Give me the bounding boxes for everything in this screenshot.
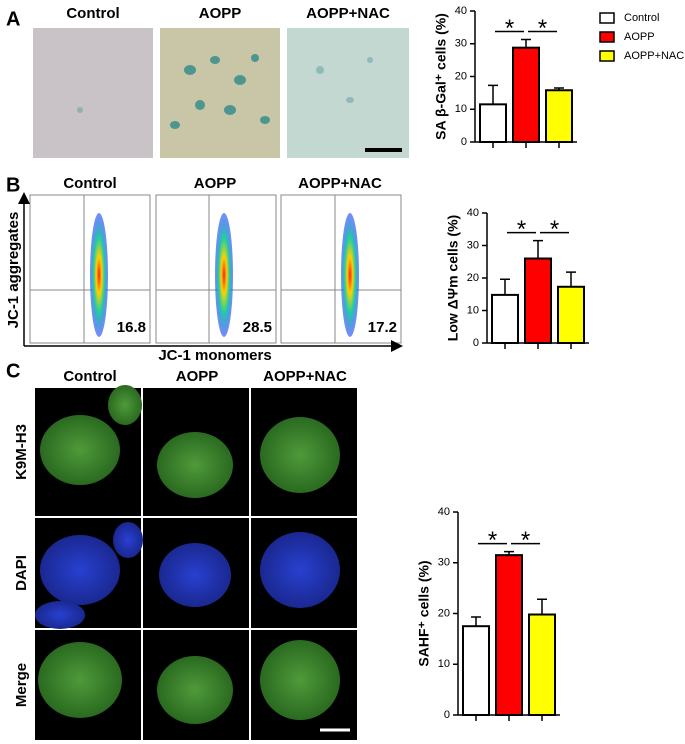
panel-label: C [6, 360, 20, 382]
y-tick-label: 20 [467, 272, 479, 284]
y-tick-label: 40 [438, 506, 450, 518]
column-label: Control [66, 5, 119, 22]
significance-star: * [521, 527, 530, 554]
bar [491, 293, 519, 344]
y-tick-label: 10 [438, 658, 450, 670]
error-bar [488, 84, 498, 105]
significance-star: * [488, 527, 497, 554]
y-axis-label: SAHF⁺ cells (%) [416, 560, 432, 666]
sa-gal-images [33, 28, 409, 158]
legend-label: AOPP+NAC [624, 50, 684, 62]
column-label: AOPP [176, 368, 219, 385]
bar [479, 103, 507, 143]
percentage: 28.5 [243, 319, 272, 336]
column-label: Control [63, 368, 116, 385]
error-bar [566, 271, 576, 287]
column-label: AOPP [194, 175, 237, 192]
bar [512, 46, 540, 143]
bar [545, 89, 573, 143]
y-tick-label: 0 [473, 337, 479, 349]
legend-label: AOPP [624, 31, 655, 43]
percentage: 17.2 [368, 319, 397, 336]
y-tick-label: 0 [444, 709, 450, 721]
error-bar [504, 550, 514, 556]
row-label: DAPI [13, 555, 30, 591]
significance-star: * [550, 216, 559, 243]
error-bar [554, 87, 564, 91]
flow-density [90, 213, 359, 337]
bar [462, 625, 490, 716]
y-tick-label: 20 [455, 70, 467, 82]
y-axis-label: JC-1 aggregates [5, 212, 22, 329]
y-tick-label: 0 [461, 136, 467, 148]
y-tick-label: 10 [455, 103, 467, 115]
y-tick-label: 40 [455, 5, 467, 17]
row-label: Merge [13, 663, 30, 707]
column-label: AOPP [199, 5, 242, 22]
error-bar [533, 239, 543, 259]
y-tick-label: 20 [438, 607, 450, 619]
column-label: AOPP+NAC [298, 175, 382, 192]
bar [528, 613, 556, 717]
column-label: AOPP+NAC [306, 5, 390, 22]
error-bar [500, 278, 510, 295]
x-axis-label: JC-1 monomers [158, 347, 271, 364]
error-bar [471, 616, 481, 627]
y-tick-label: 10 [467, 304, 479, 316]
column-label: Control [63, 175, 116, 192]
bar [524, 257, 552, 344]
significance-star: * [517, 216, 526, 243]
error-bar [521, 38, 531, 48]
legend-swatch [599, 31, 615, 43]
flow-plots [29, 194, 402, 344]
column-label: AOPP+NAC [263, 368, 347, 385]
percentage: 16.8 [117, 319, 146, 336]
y-tick-label: 40 [467, 207, 479, 219]
row-label: K9M-H3 [13, 424, 30, 480]
y-axis-label: SA β-Gal⁺ cells (%) [433, 13, 449, 140]
legend-swatch [599, 50, 615, 62]
panel-label: B [6, 174, 20, 196]
bar [557, 285, 585, 344]
y-tick-label: 30 [438, 557, 450, 569]
y-tick-label: 30 [467, 239, 479, 251]
significance-star: * [505, 15, 514, 42]
panel-label: A [6, 8, 20, 30]
significance-star: * [538, 15, 547, 42]
legend-swatch [599, 12, 615, 24]
error-bar [537, 598, 547, 615]
bar [495, 554, 523, 717]
confocal-images [35, 385, 357, 740]
legend-label: Control [624, 12, 659, 24]
y-axis-label: Low ΔΨm cells (%) [445, 215, 461, 341]
y-tick-label: 30 [455, 38, 467, 50]
